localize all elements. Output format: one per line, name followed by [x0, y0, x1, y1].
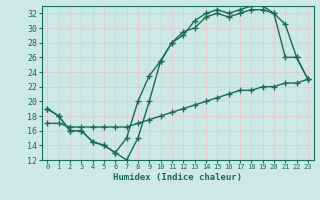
- X-axis label: Humidex (Indice chaleur): Humidex (Indice chaleur): [113, 173, 242, 182]
